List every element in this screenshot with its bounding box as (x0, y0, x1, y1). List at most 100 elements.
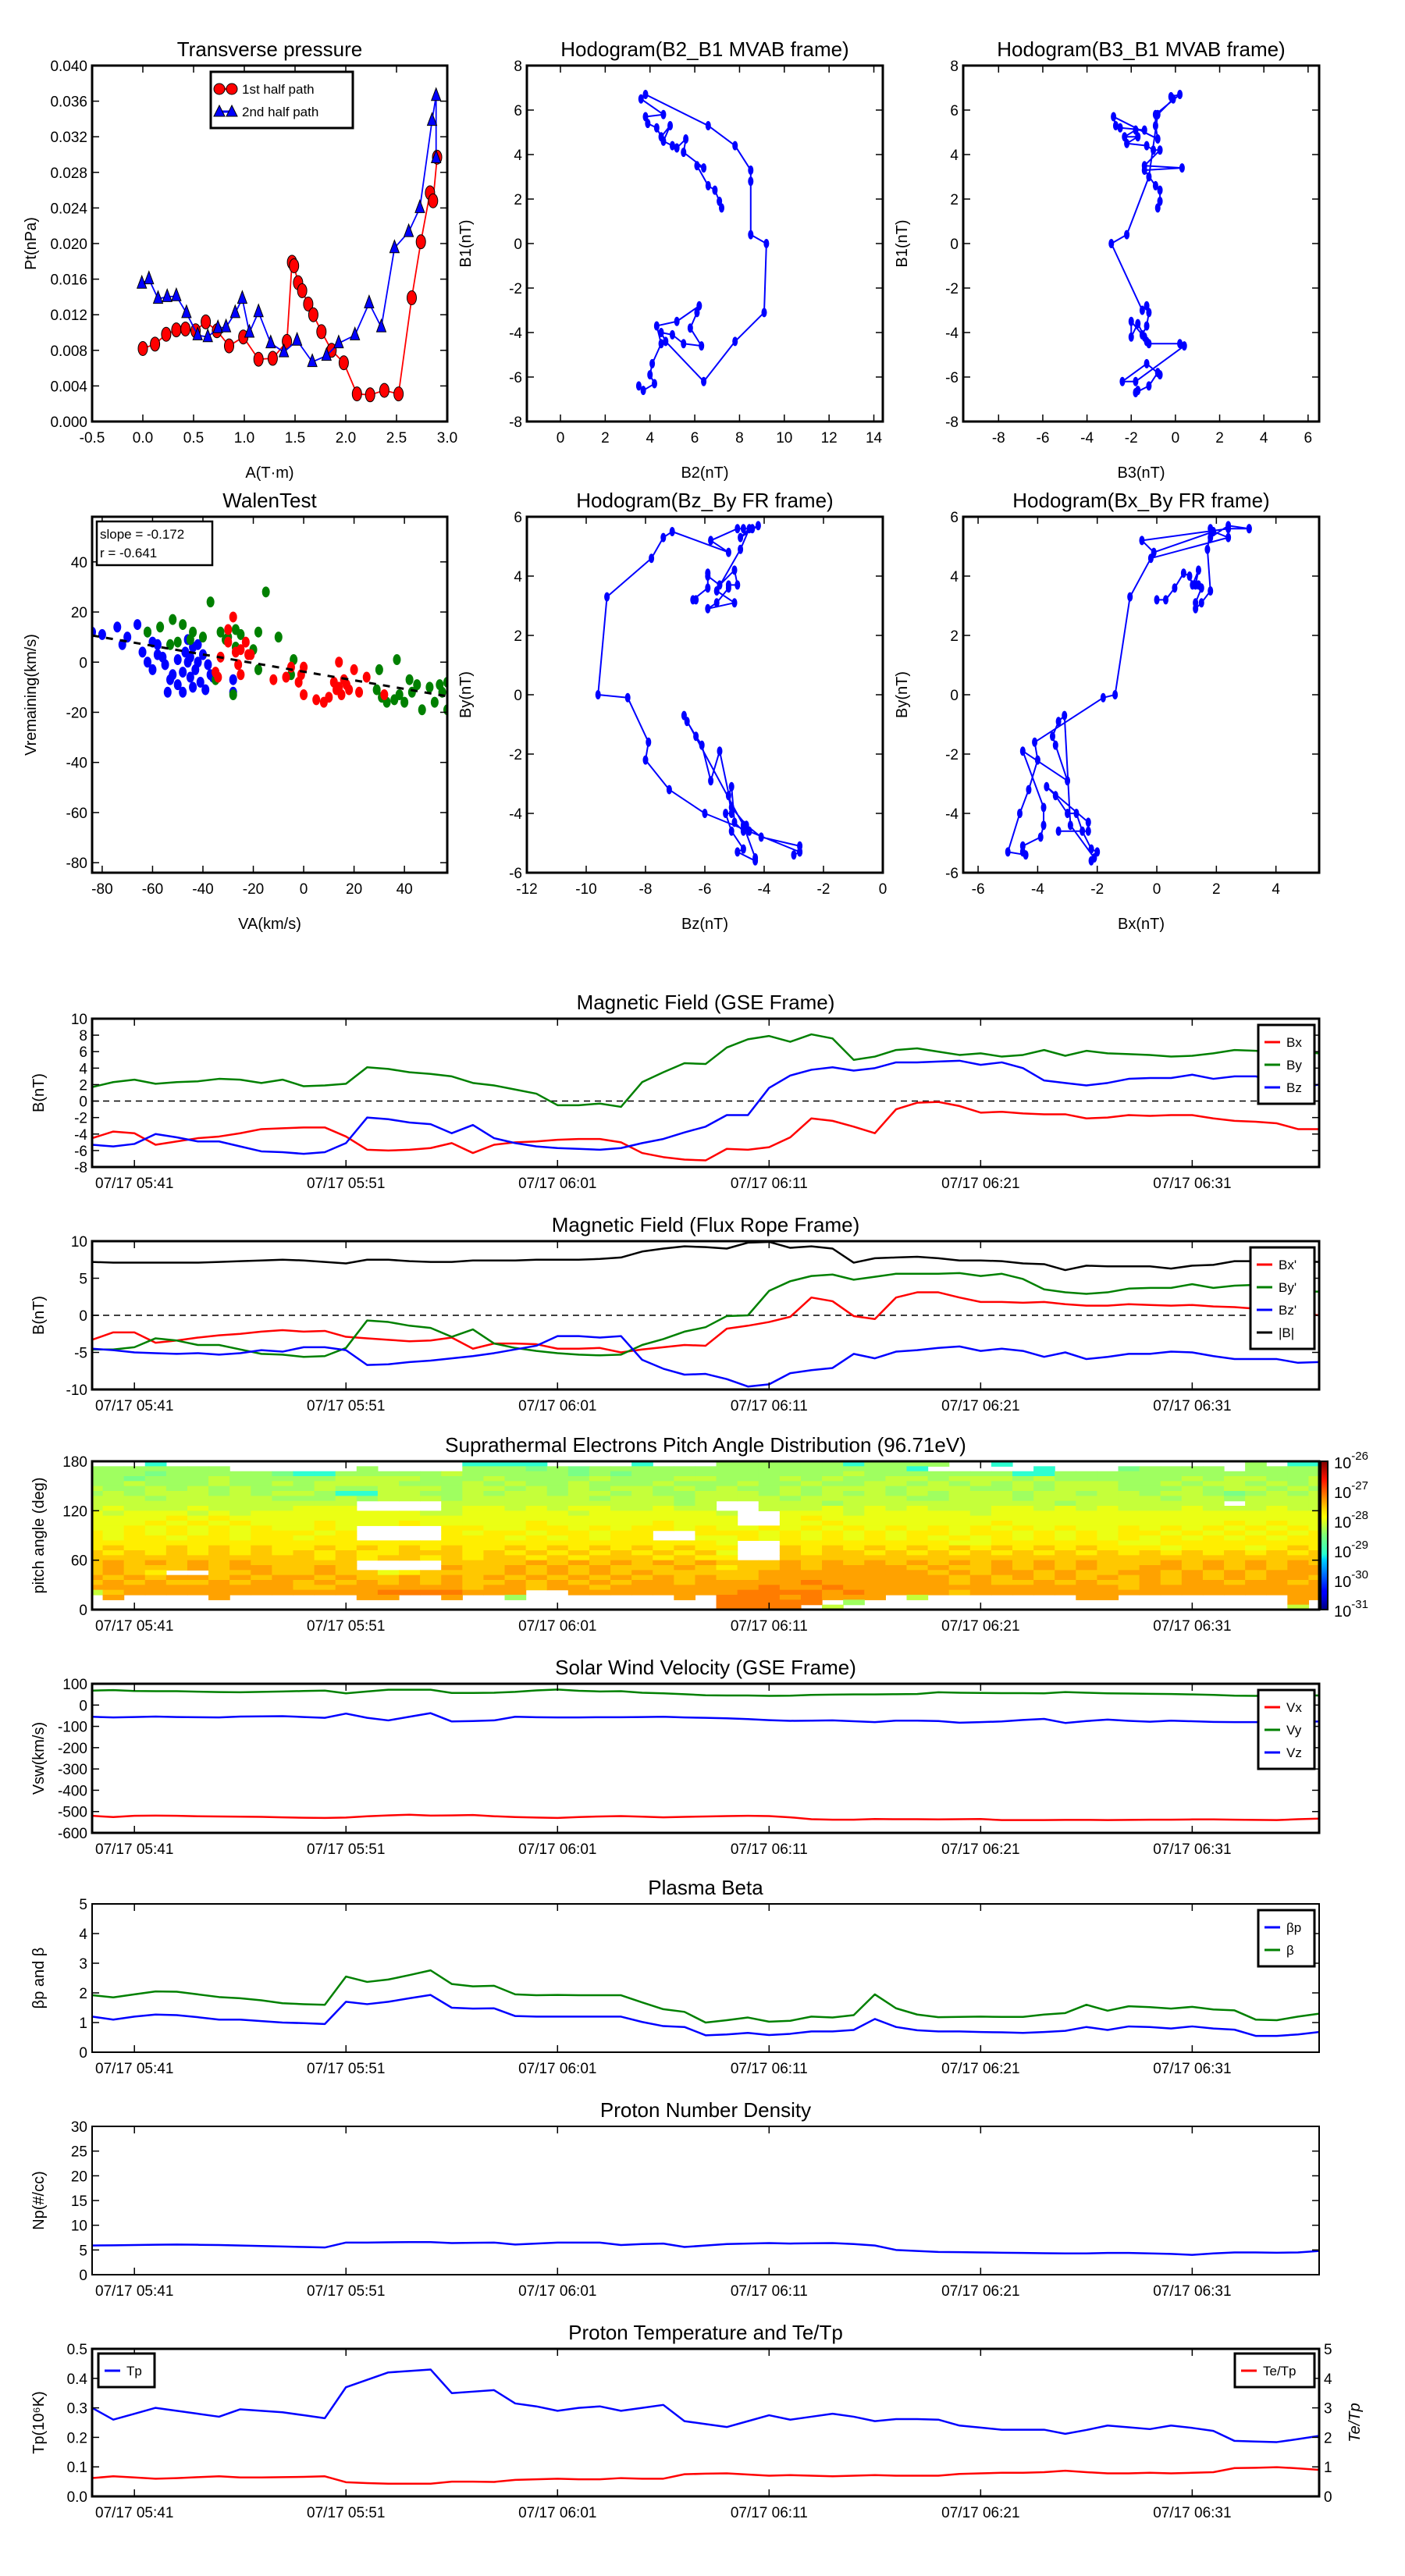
data-point (136, 274, 148, 289)
heatmap-cell (589, 1530, 611, 1536)
heatmap-cell (144, 1485, 167, 1492)
heatmap-cell (906, 1500, 929, 1507)
heatmap-cell (1097, 1530, 1119, 1536)
heatmap-cell (1097, 1496, 1119, 1502)
heatmap-cell (462, 1515, 485, 1521)
data-point (699, 341, 705, 351)
heatmap-cell (525, 1585, 548, 1591)
heatmap-cell (948, 1560, 971, 1566)
heatmap-cell (123, 1485, 146, 1492)
heatmap-cell (144, 1510, 167, 1517)
heatmap-cell (293, 1565, 315, 1571)
y-tick-label: 8 (514, 59, 522, 75)
heatmap-cell (653, 1485, 674, 1492)
heatmap-cell (589, 1565, 611, 1571)
heatmap-cell (208, 1476, 230, 1482)
heatmap-cell (144, 1545, 167, 1551)
heatmap-cell (92, 1585, 104, 1591)
x-tick-label: -0.5 (80, 430, 105, 447)
heatmap-cell (1139, 1476, 1161, 1482)
heatmap-cell (695, 1580, 717, 1585)
heatmap-cell (1287, 1550, 1310, 1556)
heatmap-cell (123, 1481, 146, 1487)
y-axis-label: Np(#/cc) (30, 2171, 48, 2230)
data-point (1026, 785, 1032, 795)
heatmap-cell (1012, 1570, 1034, 1576)
data-point (1034, 755, 1040, 765)
heatmap-cell (1224, 1491, 1246, 1496)
data-point (351, 386, 362, 402)
heatmap-cell (567, 1476, 590, 1482)
heatmap-cell (483, 1515, 506, 1521)
heatmap-cell (1012, 1585, 1034, 1591)
heatmap-cell (1160, 1496, 1183, 1502)
data-point (638, 94, 644, 104)
data-point (1037, 832, 1044, 842)
heatmap-cell (1266, 1510, 1288, 1517)
heatmap-cell (948, 1555, 971, 1561)
heatmap-cell (1308, 1481, 1319, 1487)
heatmap-cell (589, 1510, 611, 1517)
heatmap-cell (737, 1604, 759, 1610)
magnetic-field-gse-panel: Magnetic Field (GSE Frame)07/17 05:41 07/… (30, 991, 1321, 1192)
heatmap-cell (1266, 1515, 1288, 1521)
heatmap-cell (377, 1545, 400, 1551)
heatmap-cell (525, 1471, 548, 1477)
heatmap-cell (399, 1510, 421, 1517)
heatmap-cell (1224, 1565, 1246, 1571)
heatmap-cell (1118, 1560, 1140, 1566)
heatmap-cell (695, 1476, 717, 1482)
data-point (308, 307, 318, 322)
heatmap-cell (1033, 1540, 1055, 1546)
heatmap-cell (1181, 1496, 1204, 1502)
heatmap-cell (779, 1570, 802, 1576)
data-point (201, 684, 210, 696)
heatmap-cell (822, 1461, 844, 1467)
heatmap-cell (229, 1515, 251, 1521)
heatmap-cell (1245, 1506, 1267, 1511)
heatmap-cell (1118, 1550, 1140, 1556)
data-point (761, 308, 767, 318)
heatmap-cell (716, 1515, 738, 1521)
heatmap-cell (335, 1500, 357, 1507)
data-point (303, 297, 314, 312)
heatmap-cell (822, 1466, 844, 1472)
data-point (390, 694, 399, 706)
heatmap-cell (737, 1580, 759, 1585)
heatmap-cell (504, 1545, 527, 1551)
heatmap-cell (504, 1550, 527, 1556)
heatmap-cell (716, 1521, 738, 1526)
y-tick-label: -2 (945, 281, 959, 297)
x-tick-label: 0 (1153, 881, 1161, 898)
data-point (229, 611, 237, 623)
heatmap-cell (800, 1496, 823, 1502)
heatmap-cell (1160, 1471, 1183, 1477)
heatmap-cell (1055, 1555, 1076, 1561)
heatmap-cell (102, 1485, 125, 1492)
y-tick-label: 20 (71, 2169, 87, 2185)
heatmap-cell (1033, 1466, 1055, 1472)
heatmap-cell (92, 1521, 104, 1526)
heatmap-cell (674, 1595, 696, 1600)
heatmap-cell (864, 1580, 886, 1585)
heatmap-cell (695, 1535, 717, 1541)
heatmap-cell (462, 1555, 485, 1561)
heatmap-cell (144, 1476, 167, 1482)
data-point (138, 646, 147, 658)
heatmap-cell (969, 1580, 992, 1585)
heatmap-cell (272, 1570, 294, 1576)
heatmap-cell (1076, 1506, 1098, 1511)
data-point (212, 318, 223, 333)
heatmap-cell (399, 1550, 421, 1556)
heatmap-cell (144, 1506, 167, 1511)
colorbar-exponent: -31 (1351, 1598, 1368, 1611)
data-point (740, 844, 746, 854)
heatmap-cell (272, 1515, 294, 1521)
heatmap-cell (399, 1545, 421, 1551)
heatmap-cell (144, 1560, 167, 1566)
heatmap-cell (906, 1545, 929, 1551)
heatmap-cell (525, 1540, 548, 1546)
heatmap-cell (335, 1545, 357, 1551)
hodogram-bx-by-plot-area (1005, 521, 1252, 866)
heatmap-cell (1055, 1491, 1076, 1496)
